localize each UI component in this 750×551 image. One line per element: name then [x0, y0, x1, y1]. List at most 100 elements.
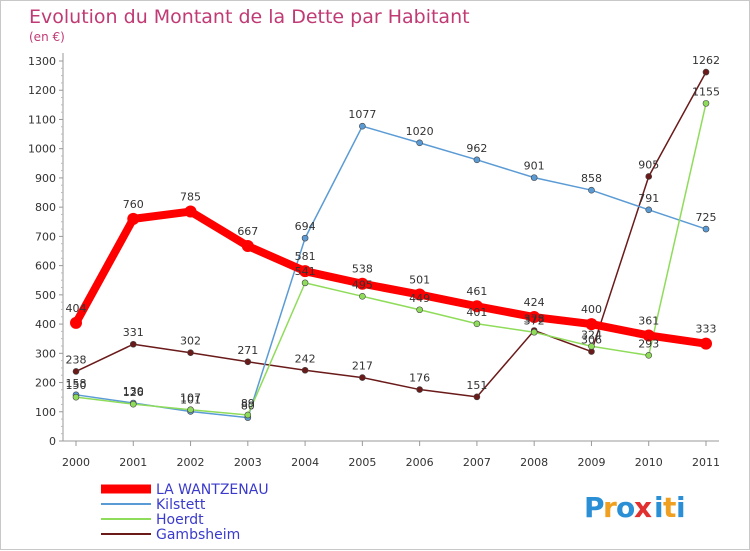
data-point [299, 265, 312, 278]
data-label: 461 [466, 285, 487, 298]
data-point [588, 186, 595, 194]
y-tick-label: 1000 [28, 143, 56, 156]
data-label: 324 [581, 328, 602, 341]
data-label: 331 [123, 326, 144, 339]
y-tick-label: 1300 [28, 55, 56, 68]
data-point [187, 349, 194, 357]
x-tick-label: 2006 [406, 456, 434, 469]
data-point [645, 206, 653, 214]
data-label: 80 [241, 400, 255, 413]
x-tick-label: 2009 [577, 456, 605, 469]
x-tick-label: 2010 [635, 456, 663, 469]
proxiti-logo: Pr ox i t i [584, 491, 686, 524]
series-line-la-wantzenau [72, 207, 710, 348]
data-label: 495 [352, 278, 373, 291]
x-tick-label: 2005 [348, 456, 376, 469]
data-point [359, 374, 366, 381]
data-point [642, 329, 655, 342]
data-label: 372 [524, 314, 545, 327]
data-point [700, 337, 712, 350]
data-label: 424 [524, 296, 545, 309]
data-label: 150 [66, 379, 87, 392]
logo-letter: t [663, 491, 676, 524]
axes: 0 100 200 300 400 500 600 700 800 900 1000 1100 1200… [28, 53, 720, 469]
data-label: 449 [409, 292, 430, 305]
data-label: 1262 [692, 54, 720, 67]
data-point [416, 386, 423, 393]
data-point [470, 300, 483, 313]
data-label: 725 [696, 211, 717, 224]
data-point [530, 174, 538, 181]
logo-letter: P [584, 491, 605, 524]
data-labels-layer: 238 331 302 271 242 217 176 151 378 306 905 1262 158… [66, 54, 721, 413]
data-label: 962 [466, 142, 487, 155]
data-point [702, 225, 710, 233]
data-label: 361 [638, 314, 659, 327]
series-line-kilstett [75, 125, 707, 419]
y-tick-label: 1100 [28, 113, 56, 126]
data-label: 1077 [348, 108, 376, 121]
data-label: 158 [66, 377, 87, 390]
data-label: 176 [409, 372, 430, 385]
data-label: 901 [524, 160, 545, 173]
data-point [356, 277, 369, 290]
legend-label: Kilstett [156, 497, 206, 513]
legend-label: Gambsheim [156, 527, 240, 543]
data-point [301, 279, 309, 287]
data-label: 400 [581, 303, 602, 316]
data-point [301, 366, 309, 374]
chart-subtitle: (en €) [29, 30, 65, 44]
logo-letter: i [654, 491, 664, 524]
data-label: 1020 [406, 125, 434, 138]
y-tick-label: 600 [35, 260, 56, 273]
x-tick-label: 2000 [62, 456, 90, 469]
y-tick-label: 800 [35, 201, 56, 214]
data-point [241, 240, 254, 253]
x-tick-label: 2001 [119, 456, 147, 469]
y-tick-label: 1200 [28, 84, 56, 97]
data-label: 905 [638, 158, 659, 171]
data-point [645, 173, 653, 180]
data-point [413, 288, 426, 301]
data-point [244, 358, 252, 366]
chart-title: Evolution du Montant de la Dette par Hab… [29, 6, 470, 28]
data-label: 404 [66, 302, 87, 315]
legend-label: Hoerdt [156, 512, 204, 528]
x-tick-label: 2008 [520, 456, 548, 469]
data-label: 785 [180, 191, 201, 204]
data-point [528, 311, 541, 324]
data-label: 271 [237, 344, 258, 357]
x-tick-label: 2003 [234, 456, 262, 469]
x-tick-label: 2007 [463, 456, 491, 469]
data-label: 538 [352, 263, 373, 276]
legend-label: LA WANTZENAU [156, 482, 269, 498]
data-point [530, 328, 538, 336]
data-point [416, 306, 423, 314]
data-point [585, 318, 598, 331]
y-tick-label: 200 [35, 377, 56, 390]
data-point [187, 406, 194, 414]
logo-letter: x [634, 491, 652, 524]
data-point [645, 352, 653, 359]
y-tick-label: 300 [35, 347, 56, 360]
data-point [473, 393, 481, 401]
data-point [473, 156, 481, 164]
data-label: 1155 [692, 85, 720, 98]
data-point [129, 400, 137, 408]
series-layer [70, 68, 712, 421]
data-point [301, 234, 309, 242]
data-label: 293 [638, 337, 659, 350]
y-tick-label: 900 [35, 172, 56, 185]
data-point [416, 139, 423, 147]
data-point [359, 293, 366, 300]
data-label: 791 [638, 192, 659, 205]
data-label: 581 [295, 250, 316, 263]
data-point [702, 100, 710, 107]
data-point [72, 393, 80, 401]
data-label: 238 [66, 353, 87, 366]
x-tick-label: 2002 [177, 456, 205, 469]
x-tick-label: 2011 [692, 456, 720, 469]
data-label: 302 [180, 335, 201, 348]
